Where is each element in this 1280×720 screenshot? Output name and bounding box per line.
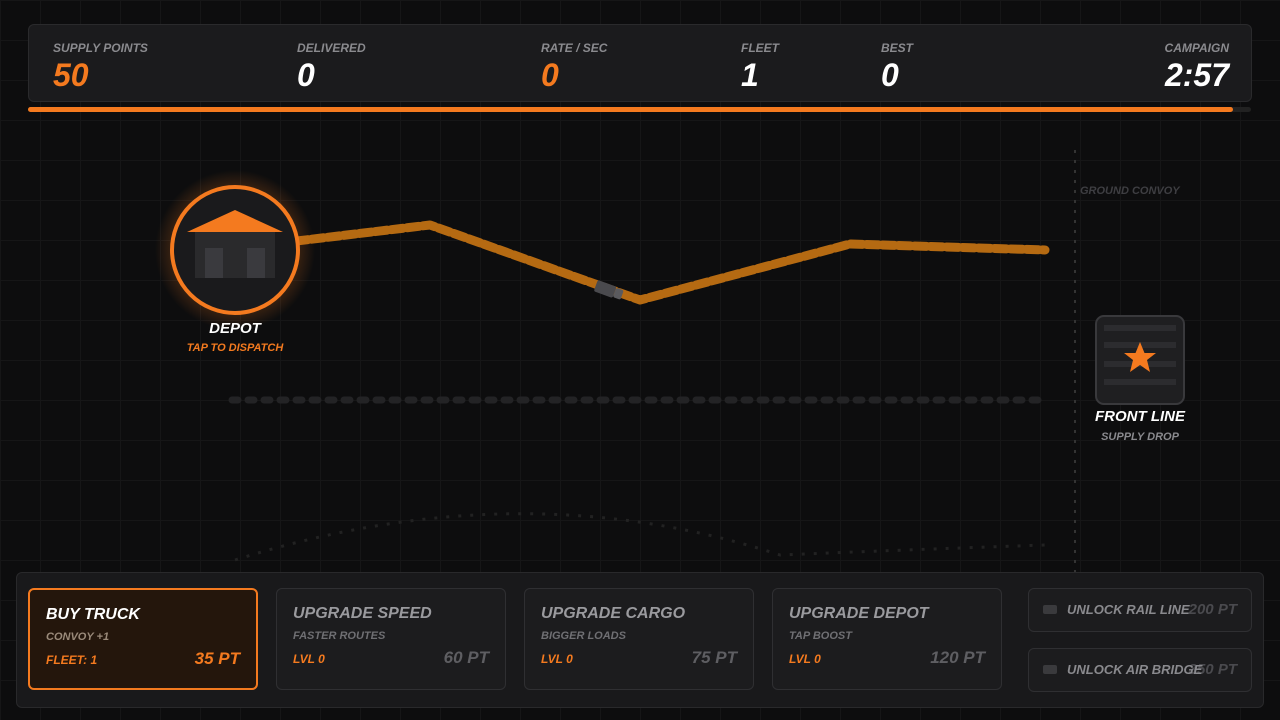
depot-title: DEPOT <box>209 320 261 337</box>
air-route <box>234 512 1046 562</box>
card-status: LVL 0 <box>789 652 821 666</box>
stat-label: SUPPLY POINTS <box>53 41 148 55</box>
shop-card[interactable]: UPGRADE DEPOT TAP BOOST LVL 0 120 PT <box>772 588 1002 690</box>
lock-icon <box>1043 605 1057 614</box>
unlock-button[interactable]: 350 PT UNLOCK AIR BRIDGE <box>1028 648 1252 692</box>
truck <box>594 280 624 300</box>
timer-fill <box>28 107 1233 112</box>
front-line <box>1095 315 1185 405</box>
shop-card[interactable]: UPGRADE SPEED FASTER ROUTES LVL 0 60 PT <box>276 588 506 690</box>
stat-value: 50 <box>53 57 89 93</box>
stat-label: FLEET <box>741 41 779 55</box>
unlock-cost: 200 PT <box>1188 601 1237 618</box>
stats-bar: SUPPLY POINTS 50 DELIVERED 0 RATE / SEC … <box>28 24 1252 102</box>
unlock-title: UNLOCK RAIL LINE <box>1067 602 1190 617</box>
card-status: LVL 0 <box>293 652 325 666</box>
unlock-button[interactable]: 200 PT UNLOCK RAIL LINE <box>1028 588 1252 632</box>
stat-label: RATE / SEC <box>541 41 608 55</box>
route-label: GROUND CONVOY <box>1080 185 1180 197</box>
card-cost: 60 PT <box>443 648 489 667</box>
front-line-title: FRONT LINE <box>1095 408 1185 425</box>
front-line-subtitle: SUPPLY DROP <box>1101 431 1179 443</box>
stat-label: DELIVERED <box>297 41 366 55</box>
card-subtitle: BIGGER LOADS <box>541 630 626 642</box>
shop-panel: BUY TRUCK CONVOY +1 FLEET: 1 35 PT UPGRA… <box>16 572 1264 708</box>
unlock-title: UNLOCK AIR BRIDGE <box>1067 662 1203 677</box>
stat-label: CAMPAIGN <box>1164 41 1229 55</box>
card-subtitle: CONVOY +1 <box>46 631 110 643</box>
stat-value: 0 <box>297 57 315 93</box>
card-title: UPGRADE DEPOT <box>789 605 929 622</box>
depot[interactable] <box>170 185 300 315</box>
card-cost: 75 PT <box>691 648 737 667</box>
stat-value: 1 <box>741 57 759 93</box>
stat-value: 2:57 <box>1164 57 1229 93</box>
shop-card[interactable]: BUY TRUCK CONVOY +1 FLEET: 1 35 PT <box>28 588 258 690</box>
card-cost: 120 PT <box>930 648 985 667</box>
timer-track <box>28 107 1251 112</box>
card-cost: 35 PT <box>194 649 240 668</box>
card-title: BUY TRUCK <box>46 606 140 623</box>
card-title: UPGRADE CARGO <box>541 605 686 622</box>
unlock-cost: 350 PT <box>1188 661 1237 678</box>
card-subtitle: FASTER ROUTES <box>293 630 386 642</box>
card-status: FLEET: 1 <box>46 653 98 667</box>
depot-subtitle: TAP TO DISPATCH <box>186 342 284 354</box>
card-subtitle: TAP BOOST <box>789 630 852 642</box>
stat-label: BEST <box>881 41 914 55</box>
card-title: UPGRADE SPEED <box>293 605 432 622</box>
stat-value: 0 <box>541 57 559 93</box>
card-status: LVL 0 <box>541 652 573 666</box>
ground-route <box>275 220 1050 305</box>
lock-icon <box>1043 665 1057 674</box>
stat-value: 0 <box>881 57 899 93</box>
shop-card[interactable]: UPGRADE CARGO BIGGER LOADS LVL 0 75 PT <box>524 588 754 690</box>
